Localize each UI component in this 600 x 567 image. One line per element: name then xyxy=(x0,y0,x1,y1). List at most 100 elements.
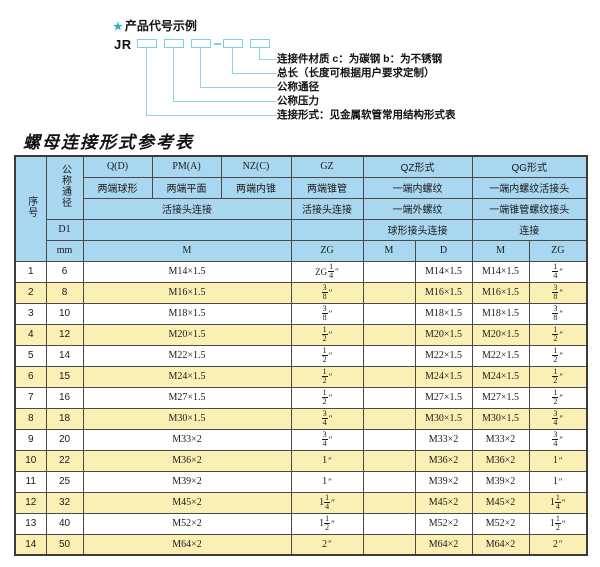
table-row: 6 15 M24×1.5 1 2 ″ M24×1.5 M24×1.5 1 2 ″ xyxy=(14,365,588,388)
cell-bore: 50 xyxy=(45,533,84,556)
cell-gz-zg: 1 2 ″ xyxy=(290,323,364,346)
header-unit-m-qz: M xyxy=(362,239,416,262)
cell-thread-m: M14×1.5 xyxy=(82,260,292,283)
cell-qg-m: M24×1.5 xyxy=(471,365,530,388)
whole-number: 1 xyxy=(322,476,328,488)
cell-gz-zg: 1 2 ″ xyxy=(290,386,364,409)
inch-mark: ″ xyxy=(328,539,332,550)
cell-qg-zg: 3 4 ″ xyxy=(528,428,588,451)
header-conn2-ball: 球形接头连接 xyxy=(362,218,473,241)
header-bore-mm: mm xyxy=(45,239,84,262)
inch-mark: ″ xyxy=(559,266,564,277)
inch-mark: ″ xyxy=(331,497,335,508)
cell-qg-zg: 1 2 ″ xyxy=(528,365,588,388)
inch-mark: ″ xyxy=(328,329,333,340)
fraction-denominator: 2 xyxy=(553,334,558,343)
inch-mark: ″ xyxy=(328,413,333,424)
cell-gz-zg: 2″ xyxy=(290,533,364,556)
fraction-numerator: 1 xyxy=(554,493,561,503)
cell-qz-d: M14×1.5 xyxy=(414,260,473,283)
cell-qz-m xyxy=(362,491,416,514)
code-box-1 xyxy=(137,39,157,48)
cell-qg-m: M36×2 xyxy=(471,449,530,472)
cell-qz-d: M22×1.5 xyxy=(414,344,473,367)
cell-gz-zg: ZG 1 4 ″ xyxy=(290,260,364,283)
cell-bore: 20 xyxy=(45,428,84,451)
cell-qg-zg: 3 8 ″ xyxy=(528,281,588,304)
code-box-2 xyxy=(164,39,184,48)
header-unit-zg-qg: ZG xyxy=(528,239,588,262)
fraction-numerator: 3 xyxy=(552,304,559,314)
cell-bore: 25 xyxy=(45,470,84,493)
cell-seq: 12 xyxy=(14,491,47,514)
leader-hline-1 xyxy=(146,115,277,117)
table-row: 4 12 M20×1.5 1 2 ″ M20×1.5 M20×1.5 1 2 ″ xyxy=(14,323,588,346)
cell-bore: 22 xyxy=(45,449,84,472)
cell-qz-m xyxy=(362,470,416,493)
inch-mark: ″ xyxy=(561,518,566,529)
table-row: 3 10 M18×1.5 3 8 ″ M18×1.5 M18×1.5 3 8 ″ xyxy=(14,302,588,325)
fraction-numerator: 1 xyxy=(552,346,559,356)
fraction-denominator: 8 xyxy=(553,292,558,301)
fraction-numerator: 3 xyxy=(321,304,328,314)
fraction-denominator: 8 xyxy=(322,292,327,301)
inch-mark: ″ xyxy=(561,497,566,508)
spec-table-body: 1 6 M14×1.5 ZG 1 4 ″ M14×1.5 M14×1.5 1 4 ″ 2 8 M16×1.5… xyxy=(14,260,588,556)
header-bore: 公称通径 xyxy=(45,155,84,220)
cell-seq: 14 xyxy=(14,533,47,556)
fraction-numerator: 1 xyxy=(552,262,559,272)
cell-qz-m xyxy=(362,533,416,556)
fraction-denominator: 2 xyxy=(322,397,327,406)
cell-gz-zg: 1 1 2 ″ xyxy=(290,512,364,535)
cell-qz-d: M27×1.5 xyxy=(414,386,473,409)
header-row-codes: 序号 公称通径 Q(D) PM(A) NZ(C) GZ QZ形式 QG形式 xyxy=(14,155,588,262)
fraction-numerator: 3 xyxy=(321,409,328,419)
fraction-numerator: 1 xyxy=(321,367,328,377)
fraction-numerator: 1 xyxy=(328,262,335,272)
table-row: 9 20 M33×2 3 4 ″ M33×2 M33×2 3 4 ″ xyxy=(14,428,588,451)
fraction-denominator: 2 xyxy=(322,355,327,364)
table-row: 5 14 M22×1.5 1 2 ″ M22×1.5 M22×1.5 1 2 ″ xyxy=(14,344,588,367)
fraction-denominator: 2 xyxy=(555,523,560,532)
leader-hline-2 xyxy=(173,101,277,103)
table-row: 8 18 M30×1.5 3 4 ″ M30×1.5 M30×1.5 3 4 ″ xyxy=(14,407,588,430)
code-box-4 xyxy=(223,39,243,48)
fraction-numerator: 1 xyxy=(324,493,331,503)
fraction-numerator: 1 xyxy=(552,325,559,335)
header-end-taper: 两端锥管 xyxy=(290,176,364,199)
whole-number: 2 xyxy=(552,538,558,550)
cell-qg-zg: 1 4 ″ xyxy=(528,260,588,283)
cell-thread-m: M16×1.5 xyxy=(82,281,292,304)
cell-qz-m xyxy=(362,512,416,535)
cell-bore: 15 xyxy=(45,365,84,388)
fraction-numerator: 1 xyxy=(554,514,561,524)
annotation-conn-type: 连接形式：见金属软管常用结构形式表 xyxy=(277,109,456,121)
cell-qz-m xyxy=(362,260,416,283)
cell-qz-d: M20×1.5 xyxy=(414,323,473,346)
zg-prefix: ZG xyxy=(315,266,328,277)
cell-qg-zg: 1 2 ″ xyxy=(528,344,588,367)
cell-seq: 1 xyxy=(14,260,47,283)
leader-hline-5 xyxy=(259,59,277,61)
leader-hline-4 xyxy=(232,73,277,75)
product-code-prefix: JR xyxy=(114,37,132,52)
fraction-numerator: 3 xyxy=(552,430,559,440)
fraction-numerator: 3 xyxy=(552,409,559,419)
cell-qg-zg: 1 2 ″ xyxy=(528,323,588,346)
fraction-denominator: 4 xyxy=(322,418,327,427)
cell-seq: 11 xyxy=(14,470,47,493)
cell-qg-zg: 3 8 ″ xyxy=(528,302,588,325)
code-box-5 xyxy=(250,39,270,48)
fraction-denominator: 4 xyxy=(329,271,334,280)
cell-bore: 32 xyxy=(45,491,84,514)
inch-mark: ″ xyxy=(328,476,332,487)
cell-gz-zg: 3 4 ″ xyxy=(290,428,364,451)
whole-number: 1 xyxy=(322,455,328,467)
